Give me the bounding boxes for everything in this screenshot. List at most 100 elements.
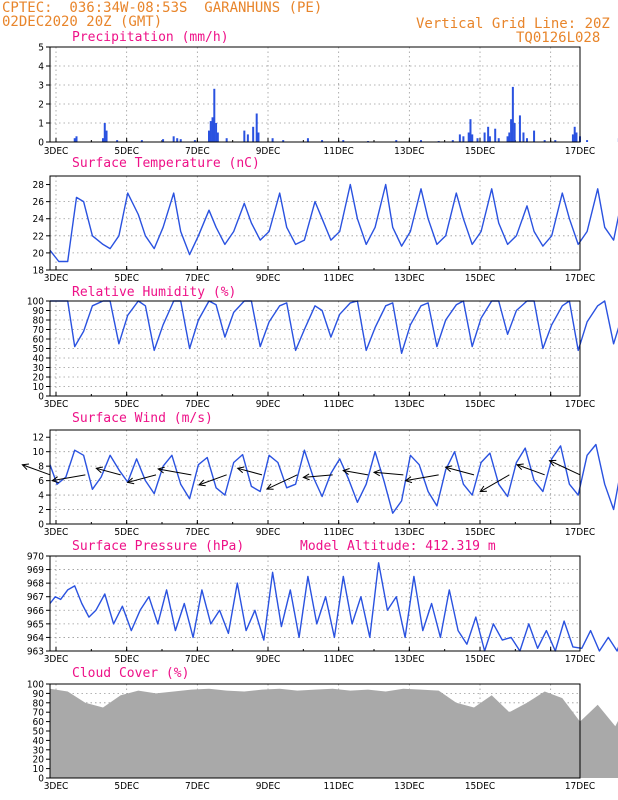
wind-xtick-label: 7DEC	[185, 527, 210, 538]
precip-bar	[508, 132, 511, 142]
pres-xtick-label: 15DEC	[465, 654, 495, 665]
rh-xtick-label: 3DEC	[44, 399, 69, 410]
pres-ytick-label: 965	[27, 619, 44, 630]
cloud-ytick-label: 50	[33, 727, 45, 738]
precip-xtick-label: 15DEC	[465, 146, 495, 157]
precip-bar	[476, 138, 479, 142]
precip-bar	[488, 136, 491, 142]
precip-bar	[73, 138, 76, 142]
precip-bar	[497, 138, 500, 142]
precip-bar	[518, 115, 521, 142]
pres-subtitle: Model Altitude: 412.319 m	[300, 539, 496, 554]
wind-xtick-label: 15DEC	[465, 527, 495, 538]
cloud-area	[50, 688, 618, 778]
precip-bar	[586, 140, 589, 142]
wind-arrow	[266, 474, 298, 490]
cloud-ytick-label: 80	[33, 698, 45, 709]
wind-arrow	[303, 474, 333, 478]
wind-title: Surface Wind (m/s)	[72, 411, 213, 426]
temp-ytick-label: 24	[33, 214, 45, 225]
header-date: 02DEC2020 20Z (GMT)	[2, 14, 163, 30]
wind-arrow	[549, 460, 581, 476]
precip-bar	[252, 126, 255, 142]
precip-bar	[105, 130, 108, 142]
wind-ytick-label: 0	[38, 520, 44, 531]
precip-xtick-label: 17DEC	[565, 146, 595, 157]
precip-bar	[451, 140, 454, 142]
cloud-xtick-label: 17DEC	[565, 781, 595, 792]
pres-ytick-label: 970	[27, 552, 44, 563]
cloud-ytick-label: 100	[27, 680, 44, 691]
precip-bar	[575, 132, 578, 142]
pres-ytick-label: 963	[27, 647, 44, 658]
wind-arrow	[198, 474, 227, 486]
pres-line	[49, 562, 618, 652]
precip-bar	[510, 119, 513, 142]
precip-bar	[573, 126, 576, 142]
temp-xtick-label: 15DEC	[465, 273, 495, 284]
pres-xtick-label: 11DEC	[324, 654, 354, 665]
precip-bar	[571, 134, 574, 142]
precip-bar	[216, 132, 219, 142]
precip-bar	[193, 140, 196, 142]
wind-xtick-label: 17DEC	[565, 527, 595, 538]
wind-arrow-head	[515, 463, 524, 470]
temp-frame	[49, 175, 581, 271]
rh-line	[50, 300, 618, 354]
rh-xtick-label: 9DEC	[256, 399, 281, 410]
precip-bar	[162, 139, 165, 142]
precip-bar	[469, 119, 472, 142]
rh-xtick-label: 5DEC	[114, 399, 139, 410]
precip-bar	[487, 126, 490, 142]
pres-xtick-label: 5DEC	[114, 654, 139, 665]
temp-line	[49, 183, 618, 263]
header-model: TQ0126L028	[516, 30, 601, 46]
rh-ytick-label: 90	[33, 306, 45, 317]
rh-xtick-label: 13DEC	[394, 399, 424, 410]
wind-arrow-head	[548, 459, 557, 467]
wind-arrow-head	[236, 466, 245, 474]
precip-bar	[513, 123, 516, 142]
wind-arrow	[445, 466, 475, 476]
cloud-ytick-label: 90	[33, 689, 45, 700]
rh-ytick-label: 20	[33, 373, 45, 384]
precip-bar	[395, 140, 398, 142]
temp-xtick-label: 17DEC	[565, 273, 595, 284]
cloud-ytick-label: 20	[33, 755, 45, 766]
wind-arrow-head	[157, 466, 165, 474]
precip-bar	[75, 136, 78, 142]
precip-ytick-label: 3	[38, 81, 44, 92]
pres-frame	[49, 555, 581, 652]
precip-bar	[483, 132, 486, 142]
cloud-title: Cloud Cover (%)	[72, 666, 189, 681]
rh-ytick-label: 50	[33, 344, 45, 355]
rh-ytick-label: 70	[33, 325, 45, 336]
precip-ytick-label: 2	[38, 100, 44, 111]
precip-bar	[471, 134, 474, 142]
cloud-xtick-label: 7DEC	[185, 781, 210, 792]
temp-ytick-label: 26	[33, 197, 45, 208]
wind-arrow-head	[51, 476, 59, 484]
precip-ytick-label: 1	[38, 119, 44, 130]
rh-xtick-label: 11DEC	[324, 399, 354, 410]
wind-ytick-label: 12	[33, 433, 44, 444]
precip-xtick-label: 13DEC	[394, 146, 424, 157]
rh-xtick-label: 15DEC	[465, 399, 495, 410]
pres-ytick-label: 969	[27, 565, 44, 576]
precip-xtick-label: 9DEC	[256, 146, 281, 157]
precip-xtick-label: 3DEC	[44, 146, 69, 157]
wind-ytick-label: 2	[38, 505, 44, 516]
precip-bar	[271, 138, 274, 142]
precip-ytick-label: 0	[38, 138, 44, 149]
wind-line	[49, 443, 618, 514]
wind-arrow-head	[265, 483, 274, 490]
header-station: CPTEC: 036:34W-08:53S GARANHUNS (PE)	[2, 0, 323, 16]
temp-xtick-label: 9DEC	[256, 273, 281, 284]
precip-bar	[543, 140, 546, 142]
wind-arrow	[516, 464, 545, 476]
precip-bar	[342, 140, 345, 142]
wind-arrow-head	[302, 473, 310, 481]
wind-arrow	[22, 464, 51, 476]
temp-ytick-label: 28	[33, 180, 45, 191]
